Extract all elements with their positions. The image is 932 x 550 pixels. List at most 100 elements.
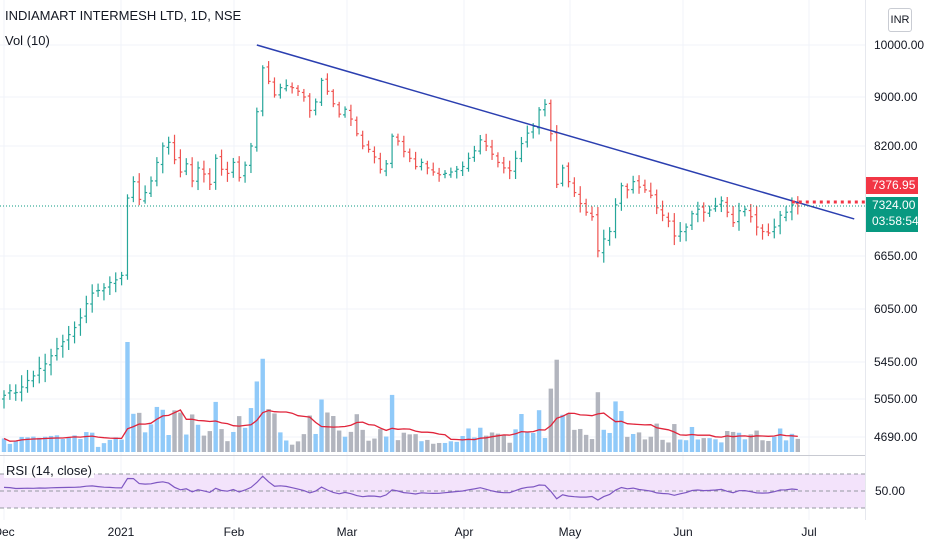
volume-bar (719, 442, 724, 452)
volume-bar (525, 432, 530, 452)
volume-bar (119, 439, 124, 452)
last-price-value: 7324.00 (872, 198, 916, 212)
volume-bar (689, 426, 695, 452)
price-tick-label: 8200.00 (874, 139, 918, 153)
time-tick-label: Jul (801, 525, 816, 539)
volume-bar (331, 416, 336, 452)
volume-bar (13, 440, 18, 452)
volume-bar (254, 381, 260, 452)
volume-bar (772, 436, 777, 452)
volume-bar (566, 413, 571, 452)
time-tick-label: Dec (0, 525, 15, 539)
volume-bar (142, 432, 148, 452)
volume-bar (601, 429, 606, 452)
volume-bar (519, 414, 524, 452)
time-tick-label: 2021 (108, 525, 135, 539)
volume-bar (454, 441, 459, 452)
volume-bar (678, 439, 683, 452)
volume-bar (660, 439, 665, 452)
volume-bar (507, 442, 512, 452)
volume-bar (19, 436, 24, 452)
volume-bar (207, 431, 212, 452)
volume-bar (472, 437, 477, 452)
volume-bar (336, 430, 342, 452)
volume-bar (760, 440, 765, 452)
volume-bar (31, 436, 36, 452)
time-tick-label: Feb (224, 525, 245, 539)
volume-bar (613, 401, 618, 452)
volume-bar (742, 439, 748, 452)
volume-bar (431, 443, 436, 452)
volume-bar (730, 431, 736, 452)
price-tick-label: 6050.00 (874, 302, 918, 316)
volume-bar (237, 416, 242, 452)
volume-bar (137, 412, 142, 452)
volume-bar (636, 432, 642, 452)
time-axis[interactable]: Dec 2021 Feb Mar Apr May Jun Jul (0, 525, 817, 539)
volume-bar (195, 424, 201, 452)
volume-bar (401, 432, 407, 452)
volume-bar (72, 435, 77, 452)
volume-bar (666, 442, 671, 452)
volume-bar (278, 432, 283, 452)
volume-bar (536, 410, 542, 452)
volume-bar (436, 442, 442, 452)
volume-bar (783, 440, 789, 452)
volume-bar (695, 439, 701, 452)
volume-bar (95, 446, 101, 452)
trendline[interactable] (256, 44, 855, 220)
volume-ma-line (3, 409, 798, 442)
volume-bar (107, 439, 113, 452)
volume-bar (642, 439, 648, 452)
red-price-tag: 7376.95 (866, 177, 918, 194)
volume-bar (90, 432, 95, 452)
volume-bar (372, 438, 377, 452)
volume-bar (419, 441, 424, 452)
volume-bar (389, 394, 395, 452)
price-tick-label: 5450.00 (874, 355, 918, 369)
volume-bar (366, 440, 371, 452)
price-tick-label: 9000.00 (874, 90, 918, 104)
volume-bar (354, 414, 359, 452)
volume-bar (378, 429, 383, 452)
volume-bar (78, 438, 83, 452)
volume-bar (54, 435, 60, 452)
volume-bar (148, 424, 154, 452)
volume-bar (360, 429, 365, 452)
price-tick-label: 6650.00 (874, 249, 918, 263)
price-tick-label: 10000.00 (874, 38, 924, 52)
volume-bar (160, 409, 165, 452)
currency-button[interactable]: INR (888, 8, 912, 32)
volume-bar (748, 434, 753, 452)
time-tick-label: May (559, 525, 582, 539)
volume-bar (84, 432, 89, 452)
volume-bar (1, 438, 7, 452)
volume-bar (231, 431, 236, 452)
volume-bar (495, 433, 501, 452)
volume-bar (513, 429, 518, 452)
volume-bar (607, 432, 612, 452)
price-axis[interactable]: 10000.00 9000.00 8200.00 6650.00 6050.00 5450… (874, 38, 924, 444)
volume-bar (654, 423, 659, 452)
volume-bar (178, 412, 183, 452)
volume-bar (683, 440, 689, 452)
volume-bar (777, 428, 783, 452)
volume-bar (583, 434, 589, 452)
volume-bar (442, 442, 448, 452)
volume-bar (625, 436, 630, 452)
volume-bar (648, 436, 653, 452)
volume-bar (284, 440, 289, 452)
time-tick-label: Apr (455, 525, 474, 539)
volume-bar (60, 439, 65, 452)
volume-bar (701, 438, 706, 452)
volume-bar (184, 434, 189, 452)
volume-bar (795, 438, 800, 452)
volume-bar (395, 440, 401, 452)
volume-bar (554, 359, 559, 452)
volume-bar (25, 437, 30, 452)
volume-bar (501, 434, 506, 452)
volume-bar (595, 392, 601, 452)
volume-bar (707, 438, 712, 452)
volume-bar (172, 410, 177, 452)
